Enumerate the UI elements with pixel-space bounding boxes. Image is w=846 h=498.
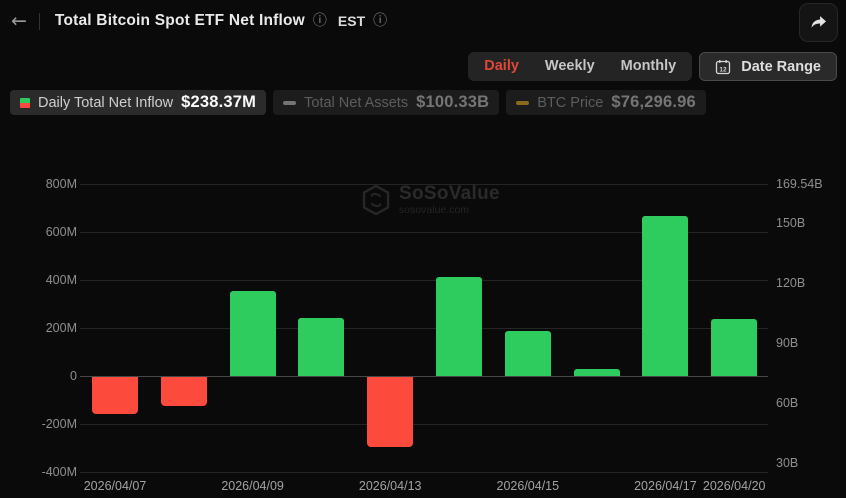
x-axis-tick: 2026/04/13 xyxy=(358,479,422,493)
legend-item-total-net-assets[interactable]: Total Net Assets $100.33B xyxy=(273,90,500,115)
gridline xyxy=(80,472,768,474)
zero-gridline xyxy=(80,376,768,377)
legend-label: Daily Total Net Inflow xyxy=(38,94,174,111)
legend-value: $76,296.96 xyxy=(611,93,696,111)
timezone-info-icon[interactable]: ⓘ xyxy=(373,13,388,29)
chart-controls: Daily Weekly Monthly 12 Date Range xyxy=(468,52,837,81)
legend-value: $100.33B xyxy=(416,93,490,111)
info-icon[interactable]: ⓘ xyxy=(312,13,327,29)
inflow-bar[interactable] xyxy=(229,290,276,376)
date-range-button[interactable]: 12 Date Range xyxy=(699,52,837,81)
share-button[interactable] xyxy=(799,3,838,42)
tab-monthly[interactable]: Monthly xyxy=(620,58,677,74)
btc-price-dash-icon xyxy=(516,100,530,105)
left-axis-tick: -400M xyxy=(41,465,77,480)
left-axis-tick: 400M xyxy=(45,272,77,287)
tab-daily[interactable]: Daily xyxy=(484,58,519,74)
legend-label: Total Net Assets xyxy=(304,94,409,111)
gridline xyxy=(80,327,768,329)
page-title: Total Bitcoin Spot ETF Net Inflow xyxy=(54,12,305,29)
inflow-bar[interactable] xyxy=(504,331,551,376)
gridline xyxy=(80,279,768,281)
inflow-bar[interactable] xyxy=(160,377,207,406)
right-axis-tick: 90B xyxy=(776,336,799,351)
gridline xyxy=(80,231,768,233)
right-axis-tick: 120B xyxy=(776,276,806,291)
net-assets-dash-icon xyxy=(283,100,297,105)
x-axis-tick: 2026/04/20 xyxy=(702,479,766,493)
inflow-bar[interactable] xyxy=(298,318,345,376)
legend-value: $238.37M xyxy=(181,93,257,111)
tab-weekly[interactable]: Weekly xyxy=(544,58,595,74)
left-axis-tick: 600M xyxy=(45,224,77,239)
date-range-label: Date Range xyxy=(741,58,821,75)
left-axis-tick: -200M xyxy=(41,417,77,432)
gridline xyxy=(80,183,768,185)
x-axis-tick: 2026/04/09 xyxy=(221,479,284,493)
header-divider xyxy=(38,12,40,30)
header: ← Total Bitcoin Spot ETF Net Inflow ⓘ ES… xyxy=(0,0,846,42)
left-axis-tick: 800M xyxy=(45,176,77,191)
inflow-bar[interactable] xyxy=(642,216,689,376)
left-axis-tick: 0 xyxy=(70,369,77,383)
inflow-bar[interactable] xyxy=(436,277,482,376)
x-axis-tick: 2026/04/07 xyxy=(83,479,147,493)
right-axis-tick: 30B xyxy=(776,456,799,471)
share-icon xyxy=(811,16,827,28)
right-axis-tick: 150B xyxy=(776,216,806,231)
inflow-bar[interactable] xyxy=(92,377,138,415)
svg-text:12: 12 xyxy=(720,66,728,73)
inflow-bar[interactable] xyxy=(573,369,620,376)
inflow-candle-icon xyxy=(20,97,30,108)
x-axis-tick: 2026/04/17 xyxy=(634,479,697,493)
inflow-bar[interactable] xyxy=(711,318,758,376)
right-axis-tick: 60B xyxy=(776,396,799,411)
inflow-bar[interactable] xyxy=(367,377,414,447)
left-axis-tick: 200M xyxy=(45,320,77,335)
chart-legend: Daily Total Net Inflow $238.37M Total Ne… xyxy=(10,90,706,115)
x-axis-tick: 2026/04/15 xyxy=(496,479,560,493)
gridline xyxy=(80,424,768,426)
legend-item-daily-net-inflow[interactable]: Daily Total Net Inflow $238.37M xyxy=(10,90,267,115)
timezone-label: EST xyxy=(337,13,366,29)
legend-label: BTC Price xyxy=(537,94,604,111)
legend-item-btc-price[interactable]: BTC Price $76,296.96 xyxy=(506,90,706,115)
period-tabs: Daily Weekly Monthly xyxy=(468,52,693,81)
back-icon[interactable]: ← xyxy=(11,9,27,32)
calendar-icon: 12 xyxy=(716,59,731,74)
right-axis-tick: 169.54B xyxy=(776,177,823,191)
